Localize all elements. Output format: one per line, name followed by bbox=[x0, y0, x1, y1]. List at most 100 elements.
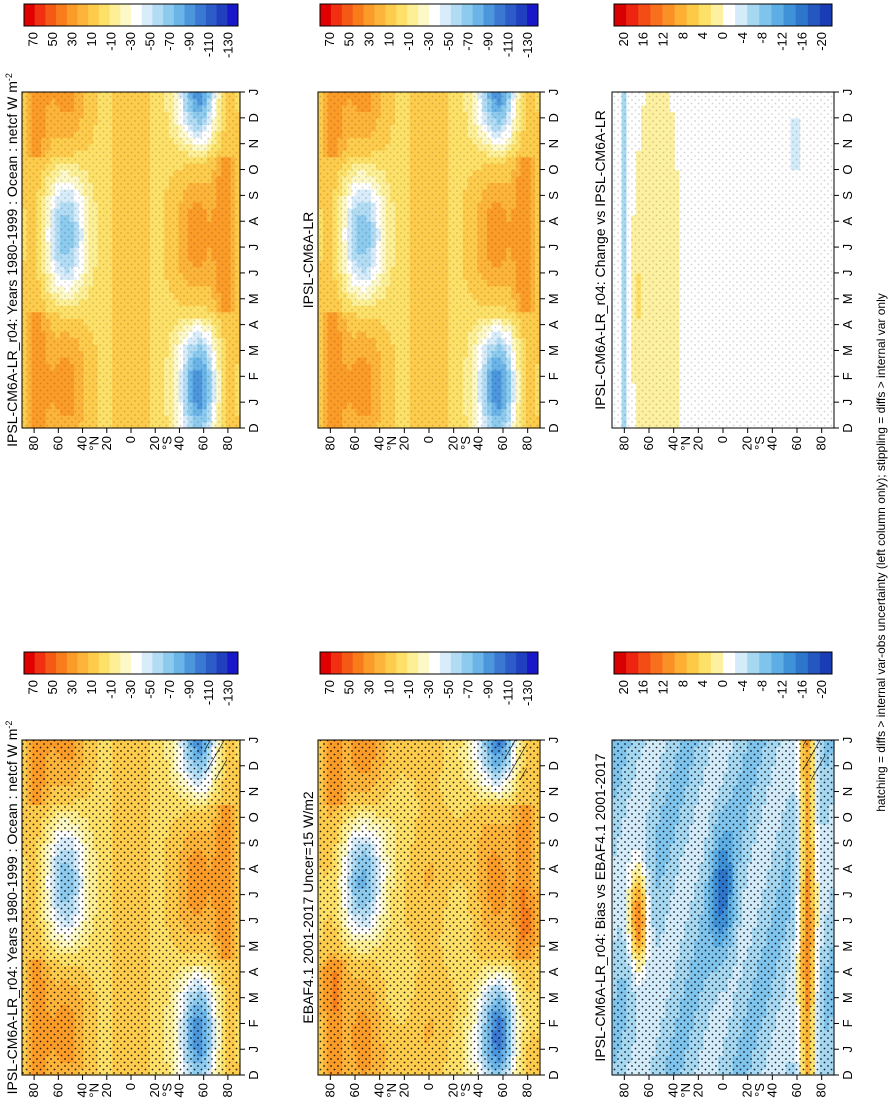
colorbar-tick-label: -50 bbox=[142, 32, 157, 51]
colorbar-tick-label: -130 bbox=[220, 680, 235, 706]
colorbar-tick-label: -30 bbox=[123, 680, 138, 699]
colorbar-tick-label: -70 bbox=[162, 680, 177, 699]
x-tick-label: S bbox=[246, 191, 261, 200]
colorbar-swatch bbox=[163, 4, 175, 26]
colorbar-swatch bbox=[216, 4, 228, 26]
colorbar-swatch bbox=[120, 652, 132, 674]
y-tick-label: 0 bbox=[123, 1083, 138, 1090]
x-tick-label: O bbox=[246, 164, 261, 174]
stippling-overlay bbox=[22, 92, 240, 428]
x-tick-label: F bbox=[246, 372, 261, 380]
colorbar-swatch bbox=[66, 652, 78, 674]
hatching-overlay bbox=[205, 740, 227, 781]
colorbar-swatch bbox=[109, 652, 121, 674]
x-tick-label: J bbox=[246, 891, 261, 898]
colorbar-tick-label: 10 bbox=[84, 32, 99, 46]
x-tick-label: J bbox=[246, 737, 261, 744]
y-tick-label: 20 bbox=[99, 1083, 114, 1097]
colorbar-swatch bbox=[45, 4, 57, 26]
x-tick-label: M bbox=[246, 345, 261, 356]
colorbar-swatch bbox=[98, 4, 111, 26]
panel-title: IPSL-CM6A-LR_r04: Years 1980-1999 : Ocea… bbox=[4, 73, 20, 447]
colorbar-swatch bbox=[163, 652, 175, 674]
colorbar-swatch bbox=[66, 4, 78, 26]
colorbar-tick-label: -90 bbox=[181, 680, 196, 699]
title-superscript: -2 bbox=[4, 73, 14, 81]
x-tick-label: M bbox=[246, 293, 261, 304]
colorbar-swatch bbox=[34, 4, 46, 26]
colorbar-tick-label: 50 bbox=[45, 680, 60, 694]
colorbar-swatch bbox=[24, 4, 36, 26]
colorbar-tick-label: 30 bbox=[65, 32, 80, 46]
colorbar-tick-label: -110 bbox=[201, 32, 216, 57]
x-tick-label: D bbox=[246, 1070, 261, 1079]
x-tick-label: J bbox=[246, 89, 261, 96]
x-tick-label: S bbox=[246, 838, 261, 847]
x-tick-label: D bbox=[246, 113, 261, 122]
x-tick-label: D bbox=[246, 761, 261, 770]
x-tick-label: A bbox=[246, 864, 261, 873]
y-tick-label: 80 bbox=[26, 1083, 41, 1097]
colorbar-tick-label: -50 bbox=[142, 680, 157, 699]
colorbar-swatch bbox=[77, 4, 89, 26]
colorbar-tick-label: 10 bbox=[84, 680, 99, 694]
colorbar-swatch bbox=[227, 652, 239, 674]
colorbar-swatch bbox=[227, 4, 239, 26]
colorbar-swatch bbox=[152, 4, 164, 26]
x-tick-label: O bbox=[246, 812, 261, 822]
x-tick-label: A bbox=[246, 967, 261, 976]
colorbar-swatch bbox=[131, 4, 143, 26]
colorbar-swatch bbox=[98, 652, 111, 674]
y-tick-label: 40 bbox=[75, 1083, 90, 1097]
y-tick-label: 80 bbox=[220, 1083, 235, 1097]
colorbar-swatch bbox=[141, 4, 153, 26]
colorbar-swatch bbox=[45, 652, 57, 674]
colorbar-swatch bbox=[120, 4, 132, 26]
x-tick-label: J bbox=[246, 1046, 261, 1053]
colorbar-swatch bbox=[205, 652, 218, 674]
y-unit-label: °S bbox=[159, 436, 174, 450]
stippling-overlay bbox=[22, 740, 240, 1075]
y-tick-label: 0 bbox=[123, 436, 138, 443]
colorbar-tick-label: -10 bbox=[104, 32, 119, 51]
colorbar-swatch bbox=[141, 652, 153, 674]
y-tick-label: 40 bbox=[171, 1083, 186, 1097]
colorbar-tick-label: -70 bbox=[162, 32, 177, 51]
x-tick-label: J bbox=[246, 399, 261, 406]
colorbar-tick-label: 70 bbox=[26, 32, 41, 46]
colorbar: 70 50 30 10 -10 -30 -50 -70 -90 -110 -130 bbox=[23, 3, 239, 58]
colorbar-swatch bbox=[34, 652, 46, 674]
y-tick-label: 60 bbox=[196, 1083, 211, 1097]
colorbar-tick-label: -30 bbox=[123, 32, 138, 51]
y-unit-label: °N bbox=[87, 1083, 102, 1098]
x-tick-label: J bbox=[246, 917, 261, 924]
colorbar-swatch bbox=[152, 652, 164, 674]
colorbar-tick-label: 50 bbox=[45, 32, 60, 46]
colorbar-swatch bbox=[216, 652, 228, 674]
y-tick-label: 80 bbox=[26, 436, 41, 450]
colorbar-swatch bbox=[173, 652, 185, 674]
x-tick-label: D bbox=[246, 423, 261, 432]
x-tick-label: M bbox=[246, 992, 261, 1003]
y-unit-label: °S bbox=[159, 1083, 174, 1097]
title-superscript: -2 bbox=[4, 721, 14, 729]
colorbar-tick-label: 30 bbox=[65, 680, 80, 694]
y-unit-label: °N bbox=[87, 436, 102, 451]
colorbar-swatch bbox=[88, 4, 100, 26]
colorbar-swatch bbox=[184, 652, 196, 674]
colorbar-tick-label: 70 bbox=[26, 680, 41, 694]
colorbar-swatch bbox=[77, 652, 89, 674]
x-tick-label: A bbox=[246, 320, 261, 329]
colorbar-swatch bbox=[173, 4, 185, 26]
colorbar-tick-label: -110 bbox=[201, 680, 216, 705]
colorbar-tick-label: -10 bbox=[104, 680, 119, 699]
colorbar-swatch bbox=[109, 4, 121, 26]
x-tick-label: M bbox=[246, 941, 261, 952]
y-tick-label: 20 bbox=[147, 1083, 162, 1097]
x-tick-label: F bbox=[246, 1019, 261, 1027]
